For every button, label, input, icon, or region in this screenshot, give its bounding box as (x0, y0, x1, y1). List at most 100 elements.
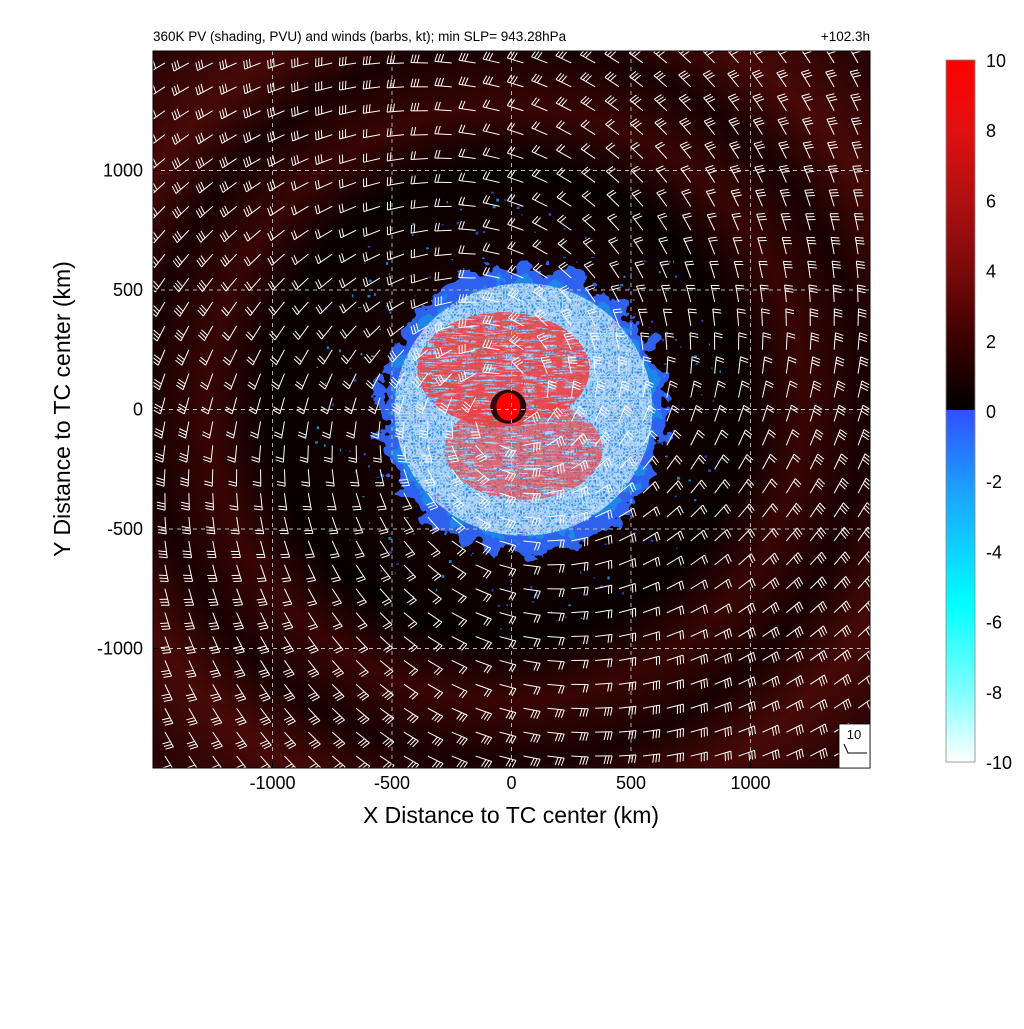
pv-speckle (643, 260, 646, 262)
pv-speckle (471, 554, 473, 555)
pv-speckle (629, 519, 631, 521)
center-pv-maximum (496, 393, 520, 421)
reference-barb-box: 10 (839, 724, 870, 768)
pv-speckle (386, 262, 388, 265)
pv-speckle (607, 576, 609, 579)
pv-speckle (409, 573, 410, 576)
x-tick-label: -500 (374, 773, 410, 793)
pv-speckle (395, 572, 396, 575)
pv-speckle (325, 383, 327, 384)
pv-speckle (504, 199, 506, 201)
pv-speckle (324, 444, 326, 447)
pv-speckle (651, 321, 653, 323)
plot-area (148, 46, 875, 773)
pv-speckle (315, 441, 318, 443)
pv-speckle (476, 232, 479, 235)
pv-speckle (496, 199, 499, 202)
pv-speckle (654, 345, 656, 346)
pv-speckle (368, 246, 370, 248)
colorbar-positive (946, 60, 975, 410)
pv-speckle (675, 496, 677, 498)
pv-speckle (483, 231, 485, 233)
pv-speckle (374, 293, 376, 296)
pv-speckle (705, 456, 708, 458)
pv-speckle (675, 276, 677, 278)
pv-speckle (457, 271, 460, 272)
colorbar-tick-label: -10 (986, 753, 1012, 773)
colorbar-tick-label: 2 (986, 332, 996, 352)
pv-speckle (630, 273, 632, 276)
pv-speckle (507, 604, 508, 606)
pv-speckle (581, 618, 583, 619)
colorbar-tick-label: 4 (986, 262, 996, 282)
colorbar-tick-label: -8 (986, 683, 1002, 703)
pv-speckle (493, 206, 496, 208)
colorbar-tick-label: 8 (986, 121, 996, 141)
pv-speckle (367, 295, 370, 297)
pv-speckle (396, 563, 399, 564)
pv-speckle (534, 231, 535, 233)
pv-speckle (457, 222, 459, 225)
pv-speckle (623, 276, 625, 278)
pv-speckle (463, 268, 464, 269)
pv-speckle (711, 367, 712, 369)
chart-title: 360K PV (shading, PVU) and winds (barbs,… (153, 29, 567, 44)
pv-speckle (339, 349, 341, 352)
pv-speckle (604, 544, 607, 545)
pv-speckle (446, 201, 447, 204)
pv-speckle (449, 560, 452, 563)
pv-speckle (591, 257, 594, 258)
pv-speckle (442, 575, 445, 578)
pv-speckle (358, 307, 361, 308)
pv-speckle (665, 292, 666, 293)
x-tick-label: 0 (506, 773, 516, 793)
pv-speckle (585, 237, 587, 239)
pv-speckle (360, 353, 362, 355)
pv-speckle (472, 553, 474, 554)
colorbar-tick-label: 0 (986, 402, 996, 422)
pv-speckle (695, 363, 698, 365)
pv-speckle (576, 261, 578, 262)
pv-speckle (349, 451, 351, 452)
pv-speckle (663, 376, 665, 377)
pv-speckle (414, 295, 415, 296)
pv-speckle (406, 517, 408, 518)
pv-speckle (327, 346, 329, 349)
pv-speckle (662, 339, 664, 342)
pv-speckle (452, 259, 453, 260)
pv-speckle (708, 469, 711, 472)
pv-speckle (709, 344, 710, 346)
colorbar-tick-label: 6 (986, 191, 996, 211)
x-tick-label: 500 (616, 773, 646, 793)
pv-speckle (364, 453, 366, 455)
pv-speckle (390, 311, 392, 313)
pv-speckle (564, 228, 566, 230)
pv-speckle (317, 426, 319, 429)
pv-speckle (521, 214, 523, 215)
pv-speckle (695, 289, 696, 290)
colorbar-tick-label: -6 (986, 613, 1002, 633)
pv-speckle (701, 320, 703, 322)
pv-speckle (622, 592, 624, 595)
x-tick-label: 1000 (730, 773, 770, 793)
pv-speckle (673, 260, 674, 263)
pv-speckle (720, 370, 721, 373)
colorbar-tick-label: -4 (986, 542, 1002, 562)
pv-speckle (349, 540, 350, 541)
pv-speckle (388, 537, 391, 540)
pv-speckle (364, 263, 366, 264)
pv-speckle (675, 339, 677, 341)
pv-speckle (389, 273, 390, 274)
pv-speckle (659, 271, 661, 273)
pv-speckle (676, 547, 677, 549)
pv-speckle (368, 465, 369, 467)
pv-speckle (662, 393, 665, 396)
pv-speckle (428, 276, 430, 277)
x-axis-label: X Distance to TC center (km) (363, 802, 659, 828)
pv-speckle (500, 628, 502, 629)
y-axis-label: Y Distance to TC center (km) (49, 261, 75, 557)
pv-speckle (371, 355, 374, 357)
